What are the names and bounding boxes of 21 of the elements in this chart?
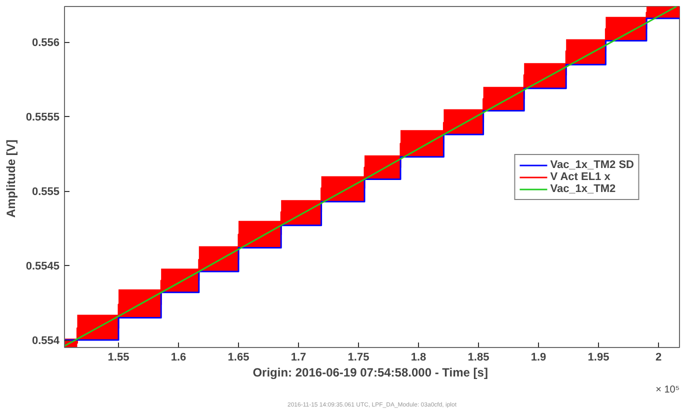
legend-label: Vac_1x_TM2: [550, 182, 616, 194]
x-tick-label: 1.95: [588, 352, 610, 364]
legend-label: Vac_1x_TM2 SD: [550, 158, 634, 170]
x-tick-label: 1.6: [170, 352, 186, 364]
x-tick-label: 1.7: [290, 352, 306, 364]
x-axis-title: Origin: 2016-06-19 07:54:58.000 - Time [s]: [252, 366, 488, 380]
y-axis-title: Amplitude [V]: [4, 140, 18, 218]
y-tick-label: 0.5545: [26, 260, 60, 273]
y-tick-label: 0.554: [32, 335, 60, 348]
text: × 10⁵: [656, 384, 680, 396]
y-tick-label: 0.5555: [26, 112, 60, 124]
x-tick-label: 2: [655, 352, 662, 364]
x-tick-label: 1.55: [108, 352, 130, 364]
y-tick-label: 0.556: [32, 37, 60, 50]
legend-label: V Act EL1 x: [550, 170, 610, 182]
y-tick-label: 0.555: [32, 186, 60, 198]
x-tick-label: 1.8: [410, 352, 426, 364]
x-tick-label: 1.75: [348, 352, 370, 364]
x-tick-label: 1.65: [228, 352, 250, 364]
x-tick-label: 1.85: [468, 352, 490, 364]
x-tick-label: 1.9: [530, 352, 546, 364]
